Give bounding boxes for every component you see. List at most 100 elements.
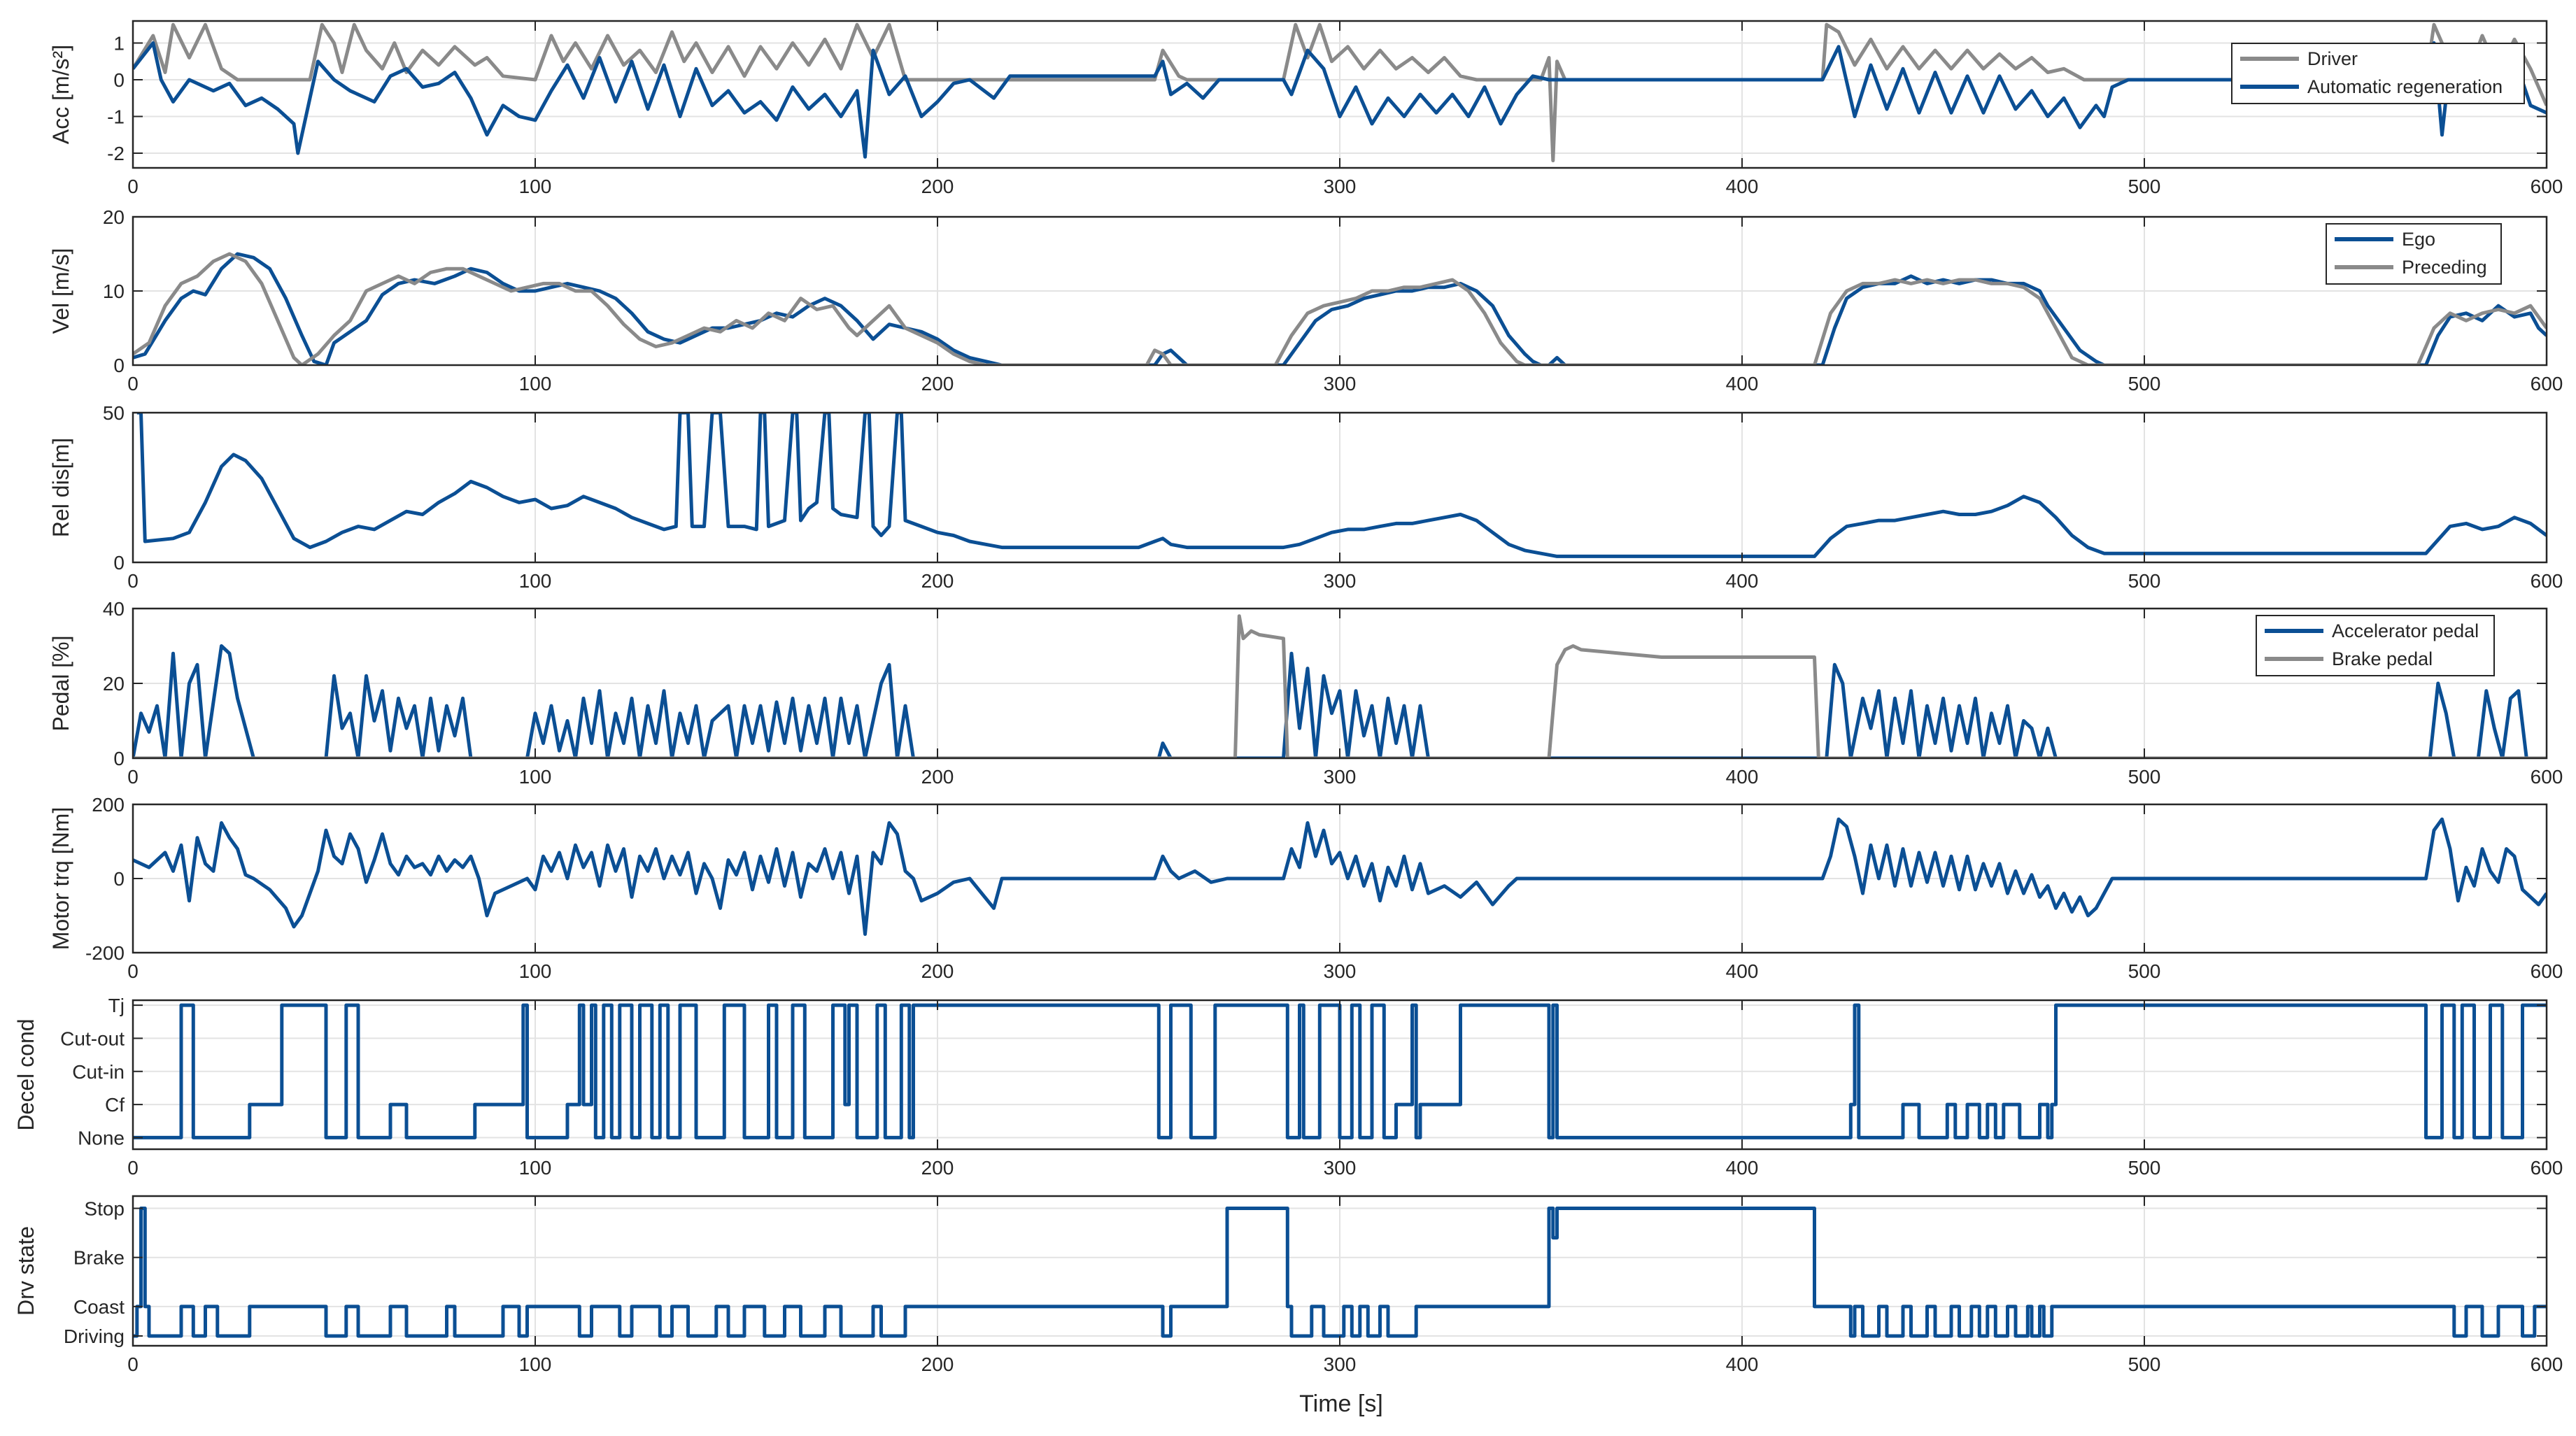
- y-axis-label: Acc [m/s²]: [48, 45, 73, 144]
- legend-box: [2326, 223, 2502, 285]
- series-line-signal: [133, 1003, 2547, 1139]
- x-tick-label: 500: [2128, 1157, 2161, 1179]
- y-tick-label: 0: [113, 69, 125, 91]
- x-tick-label: 0: [127, 1157, 139, 1179]
- x-tick-label: 300: [1324, 766, 1357, 788]
- series-line-accelerator-pedal: [133, 644, 2547, 758]
- x-tick-label: 500: [2128, 766, 2161, 788]
- y-tick-label: 0: [113, 552, 125, 574]
- x-tick-label: 200: [921, 1157, 954, 1179]
- subplot-4: 0 100 200 300 400 500 600 0 20 40 Pedal [%] Acceler…: [48, 598, 2563, 788]
- subplot-6: 0 100 200 300 400 500 600 None Cf Cut-in Cut-out Tj…: [13, 995, 2563, 1179]
- x-tick-label: 500: [2128, 373, 2161, 394]
- y-tick-label: Driving: [64, 1325, 125, 1347]
- legend: Accelerator pedal Brake pedal: [2256, 615, 2495, 676]
- y-tick-label: 40: [103, 598, 125, 620]
- x-tick-label: 600: [2531, 373, 2563, 394]
- x-tick-label: 400: [1726, 1157, 1759, 1179]
- x-tick-label: 600: [2531, 570, 2563, 592]
- x-tick-label: 100: [519, 766, 552, 788]
- y-axis-label: Motor trq [Nm]: [48, 807, 73, 950]
- y-axis-label: Rel dis[m]: [48, 438, 73, 537]
- x-tick-label: 200: [921, 570, 954, 592]
- legend-label: Automatic regeneration: [2307, 76, 2503, 97]
- y-tick-label: 0: [113, 748, 125, 769]
- legend-label: Accelerator pedal: [2332, 620, 2479, 641]
- subplot-1: 0 100 200 300 400 500 600 -2 -1 0 1 Acc [m/s²] Drive…: [48, 20, 2563, 197]
- series-line-driver: [133, 22, 2547, 162]
- x-tick-label: 400: [1726, 570, 1759, 592]
- x-tick-label: 100: [519, 176, 552, 197]
- y-axis-label: Drv state: [13, 1226, 38, 1316]
- x-tick-label: 300: [1324, 570, 1357, 592]
- y-tick-label: 1: [113, 33, 125, 55]
- x-tick-label: 200: [921, 176, 954, 197]
- y-tick-label: None: [78, 1127, 125, 1149]
- x-tick-label: 500: [2128, 570, 2161, 592]
- y-tick-label: 0: [113, 868, 125, 890]
- legend-label: Ego: [2402, 229, 2435, 250]
- x-tick-label: 0: [127, 176, 139, 197]
- x-tick-label: 0: [127, 373, 139, 394]
- series-line-signal: [133, 817, 2547, 936]
- legend-label: Driver: [2307, 48, 2358, 69]
- y-tick-label: 20: [103, 673, 125, 695]
- series-line-signal: [136, 413, 2547, 558]
- series-line-automatic-regeneration: [133, 41, 2547, 159]
- subplot-3: 0 100 200 300 400 500 600 0 50 Rel dis[m]: [48, 402, 2563, 592]
- series-line-signal: [133, 1207, 2547, 1338]
- x-tick-label: 200: [921, 766, 954, 788]
- y-tick-label: 20: [103, 206, 125, 228]
- x-tick-label: 300: [1324, 1353, 1357, 1375]
- x-tick-label: 600: [2531, 1353, 2563, 1375]
- legend-box: [2231, 43, 2525, 104]
- x-tick-label: 400: [1726, 1353, 1759, 1375]
- y-axis-label: Vel [m/s]: [48, 248, 73, 334]
- x-tick-label: 600: [2531, 960, 2563, 982]
- x-tick-label: 0: [127, 570, 139, 592]
- y-tick-label: Cut-in: [72, 1061, 125, 1083]
- x-tick-label: 0: [127, 766, 139, 788]
- legend-label: Preceding: [2402, 257, 2487, 278]
- legend-label: Brake pedal: [2332, 648, 2433, 669]
- x-tick-label: 100: [519, 1157, 552, 1179]
- y-tick-label: Stop: [84, 1198, 125, 1220]
- x-tick-label: 600: [2531, 176, 2563, 197]
- x-tick-label: 500: [2128, 176, 2161, 197]
- y-tick-label: Cut-out: [60, 1028, 125, 1049]
- x-tick-label: 0: [127, 1353, 139, 1375]
- x-tick-label: 300: [1324, 960, 1357, 982]
- series-line-preceding: [133, 252, 2547, 365]
- x-tick-label: 200: [921, 960, 954, 982]
- x-tick-label: 400: [1726, 176, 1759, 197]
- x-tick-label: 100: [519, 373, 552, 394]
- y-tick-label: 0: [113, 355, 125, 376]
- legend-box: [2256, 615, 2495, 676]
- y-tick-label: -2: [107, 143, 125, 164]
- x-tick-label: 100: [519, 570, 552, 592]
- x-tick-label: 100: [519, 960, 552, 982]
- legend: Ego Preceding: [2326, 223, 2502, 285]
- x-tick-label: 500: [2128, 1353, 2161, 1375]
- y-axis-label: Pedal [%]: [48, 636, 73, 732]
- x-tick-label: 100: [519, 1353, 552, 1375]
- y-tick-label: 50: [103, 402, 125, 424]
- x-tick-label: 200: [921, 373, 954, 394]
- x-tick-label: 400: [1726, 960, 1759, 982]
- x-tick-label: 500: [2128, 960, 2161, 982]
- subplot-2: 0 100 200 300 400 500 600 0 10 20 Vel [m/s] Ego Prec…: [48, 206, 2563, 394]
- x-tick-label: 300: [1324, 1157, 1357, 1179]
- y-tick-label: Coast: [73, 1296, 125, 1318]
- x-tick-label: 0: [127, 960, 139, 982]
- x-tick-label: 600: [2531, 1157, 2563, 1179]
- y-axis-label: Decel cond: [13, 1018, 38, 1130]
- x-tick-label: 300: [1324, 176, 1357, 197]
- subplot-7: 0 100 200 300 400 500 600 Driving Coast Brake Stop…: [13, 1195, 2563, 1375]
- legend: Driver Automatic regeneration: [2231, 43, 2525, 104]
- x-tick-label: 400: [1726, 766, 1759, 788]
- x-tick-label: 300: [1324, 373, 1357, 394]
- y-tick-label: 10: [103, 280, 125, 302]
- y-tick-label: Cf: [105, 1094, 125, 1116]
